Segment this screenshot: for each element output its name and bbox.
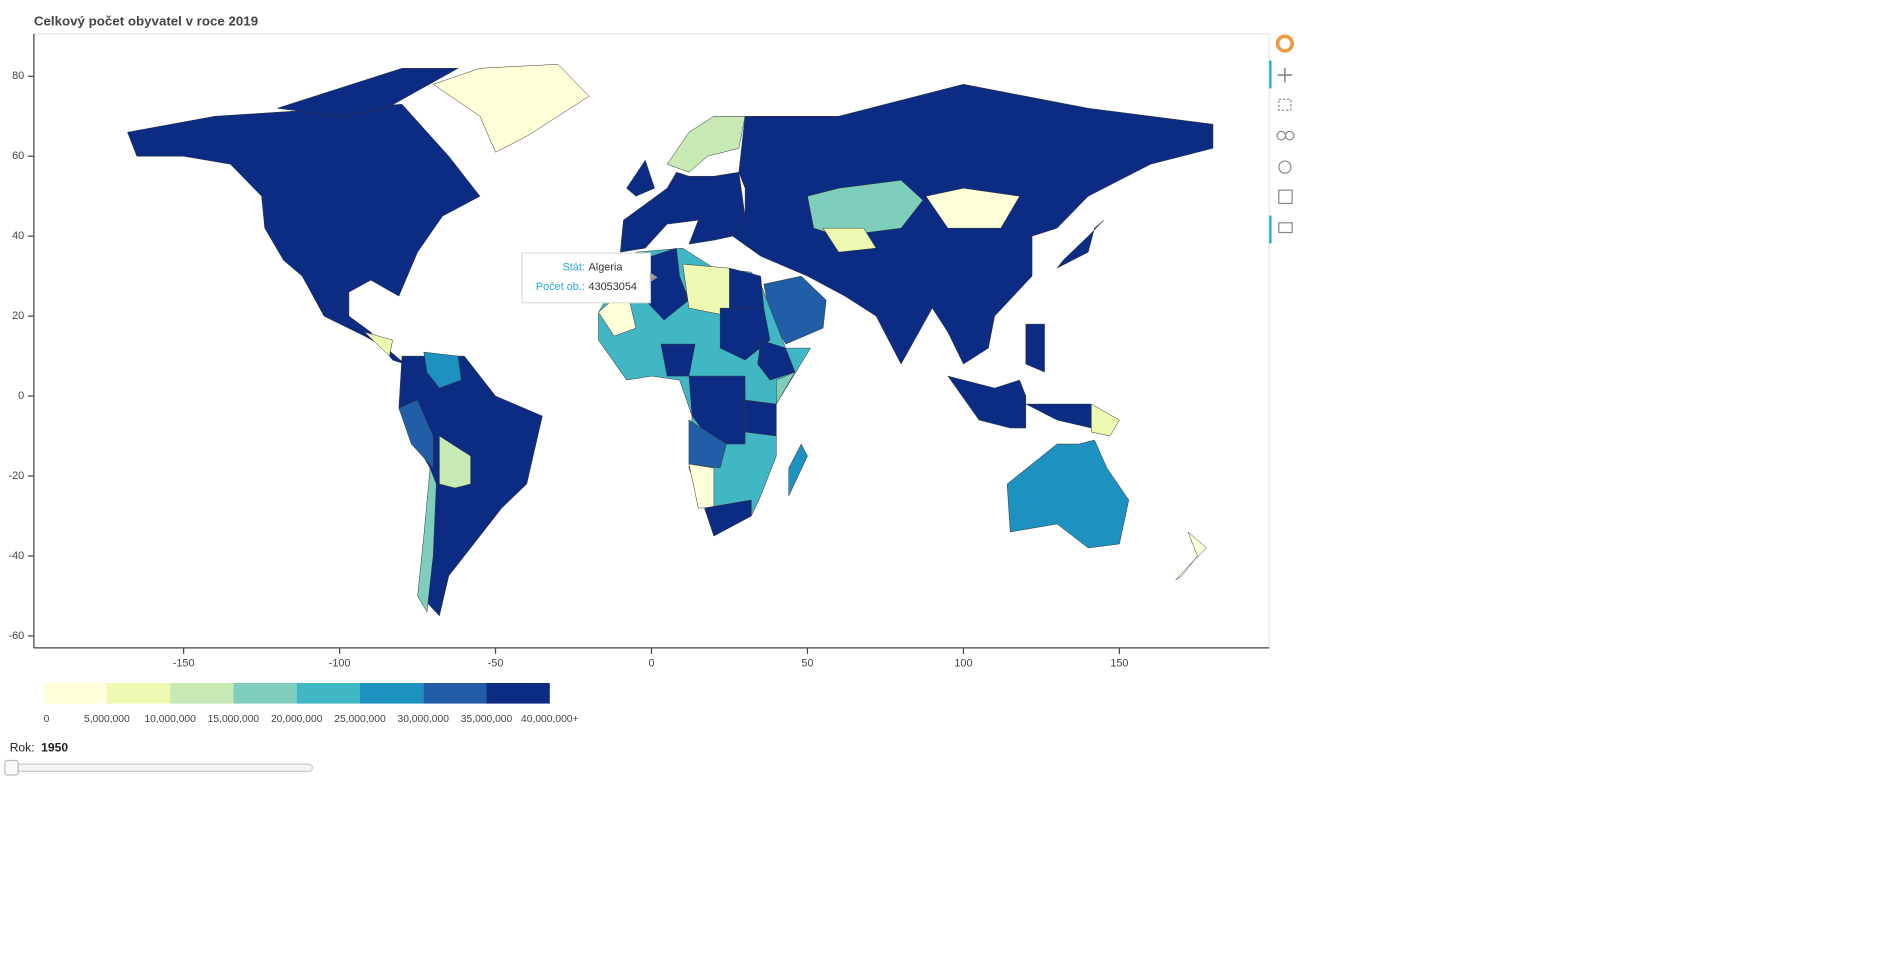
x-tick-label: -100 bbox=[329, 658, 351, 670]
color-bar-label: 25,000,000 bbox=[334, 714, 386, 725]
country bbox=[744, 399, 777, 437]
color-bar-label: 40,000,000+ bbox=[521, 714, 578, 725]
slider-track[interactable] bbox=[9, 763, 314, 773]
color-bar-label: 30,000,000 bbox=[398, 714, 450, 725]
country bbox=[1175, 531, 1208, 581]
color-swatch bbox=[170, 683, 234, 704]
map-title: Celkový počet obyvatel v roce 2019 bbox=[34, 13, 258, 28]
x-tick-label: 150 bbox=[1110, 658, 1128, 670]
y-tick-label: 20 bbox=[12, 310, 24, 322]
wheel-zoom-tool-b bbox=[1284, 130, 1295, 141]
country bbox=[776, 371, 796, 405]
color-swatch bbox=[233, 683, 297, 704]
country bbox=[719, 307, 771, 361]
bokeh-logo[interactable] bbox=[1275, 34, 1294, 53]
country bbox=[688, 419, 727, 469]
tooltip: Stát: Algeria Počet ob.: 43053054 bbox=[521, 252, 658, 304]
countries bbox=[127, 64, 1214, 617]
y-tick-label: 0 bbox=[18, 390, 24, 402]
slider-label: Rok: bbox=[10, 741, 35, 755]
color-bar-label: 0 bbox=[44, 714, 50, 725]
country bbox=[660, 343, 696, 377]
x-tick-label: -150 bbox=[173, 658, 195, 670]
color-bar-label: 20,000,000 bbox=[271, 714, 323, 725]
country bbox=[398, 399, 434, 469]
color-bar-label: 5,000,000 bbox=[84, 714, 130, 725]
x-tick-label: 0 bbox=[648, 658, 654, 670]
tooltip-label: Stát: bbox=[563, 262, 585, 274]
pan-tool[interactable] bbox=[1277, 67, 1293, 83]
country bbox=[757, 339, 796, 381]
axes: -150 -100 -50 0 50 100 150 -60 -40 -20 0 20 40 60 80 bbox=[9, 70, 1129, 669]
country bbox=[620, 171, 746, 253]
country bbox=[439, 435, 471, 489]
country bbox=[807, 179, 924, 237]
y-tick-label: 60 bbox=[12, 150, 24, 162]
y-tick-label: -40 bbox=[9, 550, 25, 562]
slider-handle[interactable] bbox=[4, 759, 19, 776]
country bbox=[1006, 439, 1130, 549]
tooltip-box bbox=[521, 252, 651, 304]
tooltip-arrow bbox=[650, 272, 658, 283]
x-tick-label: -50 bbox=[488, 658, 504, 670]
country bbox=[364, 331, 393, 357]
country bbox=[925, 187, 1020, 229]
y-tick-label: 40 bbox=[12, 230, 24, 242]
save-tool[interactable] bbox=[1278, 189, 1293, 205]
box-zoom-tool[interactable] bbox=[1278, 98, 1292, 111]
hover-tool[interactable] bbox=[1278, 222, 1293, 234]
country bbox=[423, 351, 462, 389]
reset-tool[interactable] bbox=[1278, 160, 1292, 174]
country bbox=[1091, 403, 1120, 437]
country bbox=[626, 247, 690, 321]
country bbox=[947, 375, 1027, 429]
slider: Rok: 1950 bbox=[4, 741, 314, 776]
country bbox=[626, 159, 655, 197]
tooltip-value: Algeria bbox=[589, 262, 624, 274]
tooltip-value: 43053054 bbox=[589, 281, 637, 293]
scaled-layer: Celkový počet obyvatel v roce 2019 -150-… bbox=[4, 13, 1295, 776]
color-swatch bbox=[359, 683, 424, 704]
color-swatch bbox=[486, 683, 550, 704]
color-bar-label: 35,000,000 bbox=[461, 714, 513, 725]
wheel-zoom-tool[interactable] bbox=[1276, 130, 1287, 141]
color-swatch bbox=[296, 683, 360, 704]
country bbox=[688, 375, 746, 445]
x-tick-label: 50 bbox=[801, 658, 813, 670]
x-tick-label: 100 bbox=[954, 658, 972, 670]
country bbox=[432, 64, 590, 153]
country bbox=[704, 499, 752, 537]
color-swatch bbox=[43, 683, 107, 704]
country bbox=[277, 68, 460, 117]
color-bar-label: 15,000,000 bbox=[208, 714, 260, 725]
country bbox=[666, 116, 746, 173]
tooltip-label: Počet ob.: bbox=[536, 281, 585, 293]
color-bar: 0 5,000,000 10,000,000 15,000,000 20,000,000… bbox=[43, 683, 579, 725]
y-tick-label: -60 bbox=[9, 630, 25, 642]
y-tick-label: -20 bbox=[9, 470, 25, 482]
slider-value: 1950 bbox=[41, 741, 68, 755]
country bbox=[1056, 219, 1104, 269]
country bbox=[1025, 323, 1045, 373]
toolbar bbox=[1269, 34, 1295, 244]
country bbox=[417, 467, 437, 613]
color-swatch bbox=[106, 683, 171, 704]
color-swatch bbox=[423, 683, 487, 704]
color-bar-label: 10,000,000 bbox=[144, 714, 196, 725]
country bbox=[788, 443, 808, 497]
y-tick-label: 80 bbox=[12, 70, 24, 82]
country bbox=[822, 227, 877, 253]
